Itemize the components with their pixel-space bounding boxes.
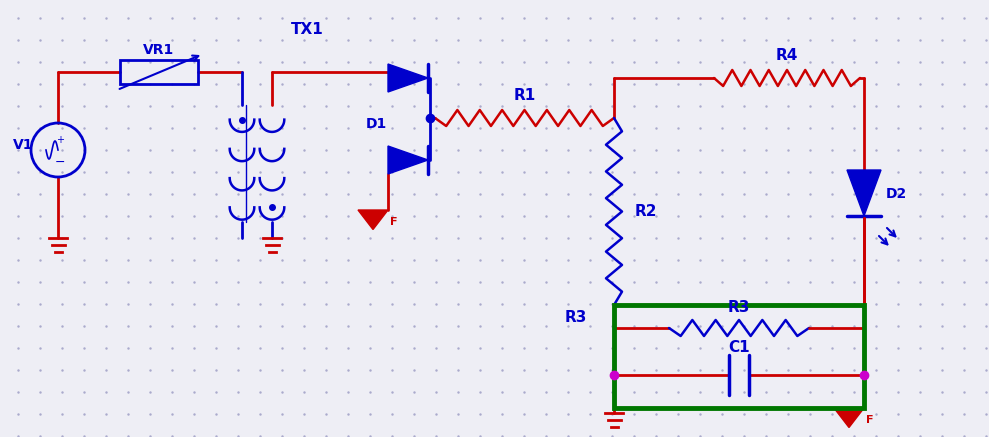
Text: +: + — [56, 135, 64, 145]
Bar — [120, 60, 198, 84]
Text: D1: D1 — [365, 117, 387, 131]
Text: C1: C1 — [728, 340, 750, 354]
Text: V1: V1 — [13, 138, 34, 152]
Text: R3: R3 — [728, 301, 751, 316]
Text: −: − — [54, 156, 65, 169]
Polygon shape — [358, 210, 388, 229]
Polygon shape — [388, 64, 428, 92]
Text: R2: R2 — [635, 204, 658, 219]
Text: D2: D2 — [885, 187, 907, 201]
Text: R3: R3 — [565, 311, 587, 326]
Text: F: F — [866, 415, 873, 425]
Text: VR1: VR1 — [143, 43, 175, 57]
Text: R4: R4 — [775, 49, 798, 63]
Polygon shape — [834, 408, 864, 427]
Text: F: F — [390, 217, 398, 227]
Polygon shape — [847, 170, 881, 216]
Text: R1: R1 — [513, 89, 536, 104]
Text: TX1: TX1 — [291, 22, 323, 38]
Bar — [614, 305, 864, 408]
Polygon shape — [388, 146, 428, 174]
